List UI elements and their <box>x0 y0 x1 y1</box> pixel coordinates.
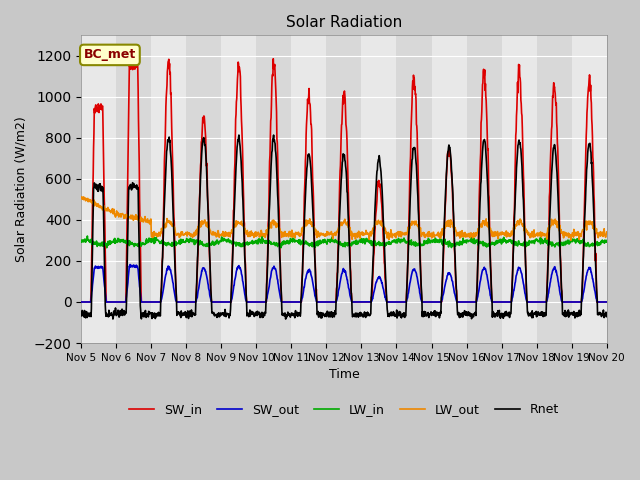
LW_in <box>603 239 611 245</box>
Bar <box>257 36 291 343</box>
X-axis label: Time: Time <box>328 368 359 381</box>
SW_in <box>77 299 85 305</box>
Bar <box>326 36 362 343</box>
LW_in <box>495 239 502 244</box>
Rnet <box>495 312 502 317</box>
LW_in <box>253 239 261 244</box>
SW_out <box>253 299 261 305</box>
Bar <box>221 36 257 343</box>
Bar <box>151 36 186 343</box>
Bar <box>536 36 572 343</box>
LW_out <box>603 229 611 235</box>
Rnet <box>194 243 202 249</box>
SW_out <box>494 299 502 305</box>
Bar <box>116 36 151 343</box>
Title: Solar Radiation: Solar Radiation <box>286 15 402 30</box>
Rnet <box>235 132 243 138</box>
SW_out <box>603 299 611 305</box>
Rnet <box>426 311 434 317</box>
SW_out <box>541 299 548 305</box>
Line: LW_out: LW_out <box>81 197 607 240</box>
Rnet <box>603 312 611 318</box>
LW_in <box>258 233 266 239</box>
SW_out <box>77 299 85 305</box>
Bar <box>291 36 326 343</box>
SW_in <box>194 251 202 257</box>
Bar <box>502 36 536 343</box>
SW_in <box>603 299 611 305</box>
LW_out <box>567 237 575 243</box>
Bar <box>362 36 396 343</box>
SW_in <box>253 299 260 305</box>
Bar <box>186 36 221 343</box>
SW_in <box>541 299 548 305</box>
LW_in <box>195 239 202 244</box>
Line: SW_in: SW_in <box>81 59 607 302</box>
Line: Rnet: Rnet <box>81 135 607 319</box>
Rnet <box>541 312 549 318</box>
LW_out <box>541 233 548 239</box>
Line: LW_in: LW_in <box>81 236 607 248</box>
LW_out <box>253 230 261 236</box>
Bar <box>431 36 467 343</box>
Text: BC_met: BC_met <box>84 48 136 61</box>
SW_in <box>494 299 502 305</box>
Legend: SW_in, SW_out, LW_in, LW_out, Rnet: SW_in, SW_out, LW_in, LW_out, Rnet <box>124 398 564 421</box>
SW_out <box>195 287 202 293</box>
SW_in <box>269 56 277 61</box>
SW_out <box>426 299 433 305</box>
LW_in <box>77 238 85 243</box>
Rnet <box>282 316 289 322</box>
Bar <box>467 36 502 343</box>
LW_in <box>182 238 189 244</box>
LW_out <box>79 194 87 200</box>
Bar <box>396 36 431 343</box>
Bar <box>81 36 116 343</box>
SW_in <box>181 299 189 305</box>
LW_out <box>182 231 189 237</box>
Line: SW_out: SW_out <box>81 264 607 302</box>
Rnet <box>253 312 261 318</box>
LW_in <box>426 237 434 243</box>
LW_out <box>77 194 85 200</box>
Bar <box>572 36 607 343</box>
Rnet <box>77 313 85 319</box>
SW_out <box>126 262 134 267</box>
LW_in <box>103 245 111 251</box>
Rnet <box>181 309 189 314</box>
LW_out <box>426 233 433 239</box>
SW_out <box>182 299 189 305</box>
SW_in <box>426 299 433 305</box>
Y-axis label: Solar Radiation (W/m2): Solar Radiation (W/m2) <box>15 116 28 262</box>
LW_out <box>195 226 202 231</box>
LW_out <box>494 236 502 241</box>
LW_in <box>541 236 549 242</box>
